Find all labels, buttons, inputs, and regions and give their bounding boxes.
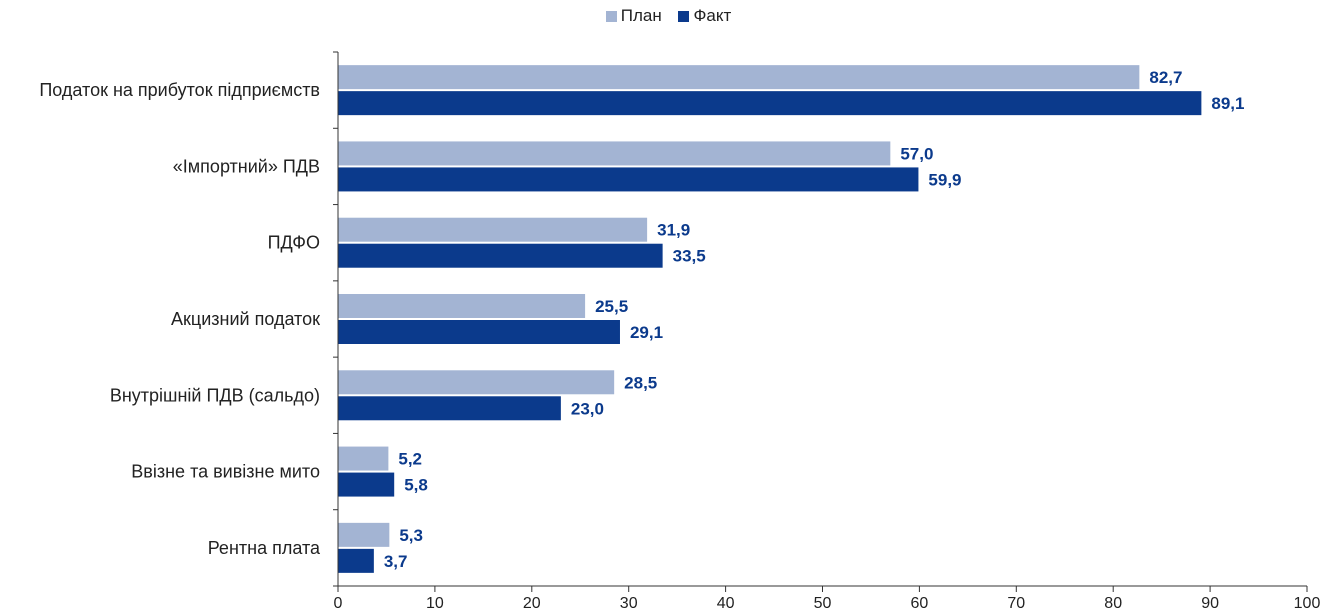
x-tick-label: 60 (911, 595, 929, 612)
data-label-fact: 29,1 (630, 323, 663, 342)
bar-plan (338, 522, 390, 547)
legend-label-plan: План (620, 6, 662, 25)
data-label-plan: 28,5 (624, 373, 657, 392)
bar-fact (338, 320, 620, 344)
data-label-plan: 5,3 (399, 526, 423, 545)
bar-plan (338, 446, 389, 471)
x-tick-label: 70 (1007, 595, 1025, 612)
x-tick-label: 30 (620, 595, 638, 612)
data-label-fact: 89,1 (1211, 94, 1244, 113)
category-label: «Імпортний» ПДВ (173, 156, 320, 176)
data-label-plan: 25,5 (595, 297, 628, 316)
bar-fact (338, 548, 374, 573)
legend-item-plan: План (605, 6, 662, 26)
legend-swatch-fact (678, 10, 690, 22)
bar-fact (338, 167, 919, 192)
x-tick-label: 90 (1201, 595, 1219, 612)
category-label: Податок на прибуток підприємств (39, 80, 320, 100)
category-label: Внутрішній ПДВ (сальдо) (110, 385, 320, 405)
category-label: Рентна плата (208, 538, 321, 558)
data-label-fact: 3,7 (384, 552, 408, 571)
data-label-fact: 59,9 (928, 170, 961, 189)
data-label-fact: 5,8 (404, 476, 428, 495)
legend-swatch-plan (605, 10, 617, 22)
x-tick-label: 10 (426, 595, 444, 612)
data-label-fact: 23,0 (571, 399, 604, 418)
category-label: Акцизний податок (171, 309, 320, 329)
x-tick-label: 20 (523, 595, 541, 612)
x-tick-label: 100 (1294, 595, 1321, 612)
data-label-plan: 82,7 (1149, 68, 1182, 87)
bar-fact (338, 472, 395, 497)
data-label-fact: 33,5 (673, 247, 706, 266)
bar-fact (338, 396, 561, 421)
legend-label-fact: Факт (693, 6, 732, 25)
data-label-plan: 5,2 (398, 450, 422, 469)
bar-plan (338, 370, 615, 395)
data-label-plan: 57,0 (900, 144, 933, 163)
bar-plan (338, 217, 648, 242)
bar-plan (338, 294, 586, 318)
x-tick-label: 50 (814, 595, 832, 612)
x-tick-label: 0 (334, 595, 343, 612)
bar-plan (338, 65, 1140, 90)
bar-fact (338, 243, 663, 268)
category-label: ПДФО (268, 233, 320, 253)
bar-fact (338, 91, 1202, 116)
legend-item-fact: Факт (678, 6, 731, 26)
category-label: Ввізне та вивізне мито (131, 462, 320, 482)
x-tick-label: 80 (1104, 595, 1122, 612)
x-tick-label: 40 (717, 595, 735, 612)
data-label-plan: 31,9 (657, 221, 690, 240)
legend: План Факт (0, 6, 1337, 27)
bar-plan (338, 141, 891, 166)
